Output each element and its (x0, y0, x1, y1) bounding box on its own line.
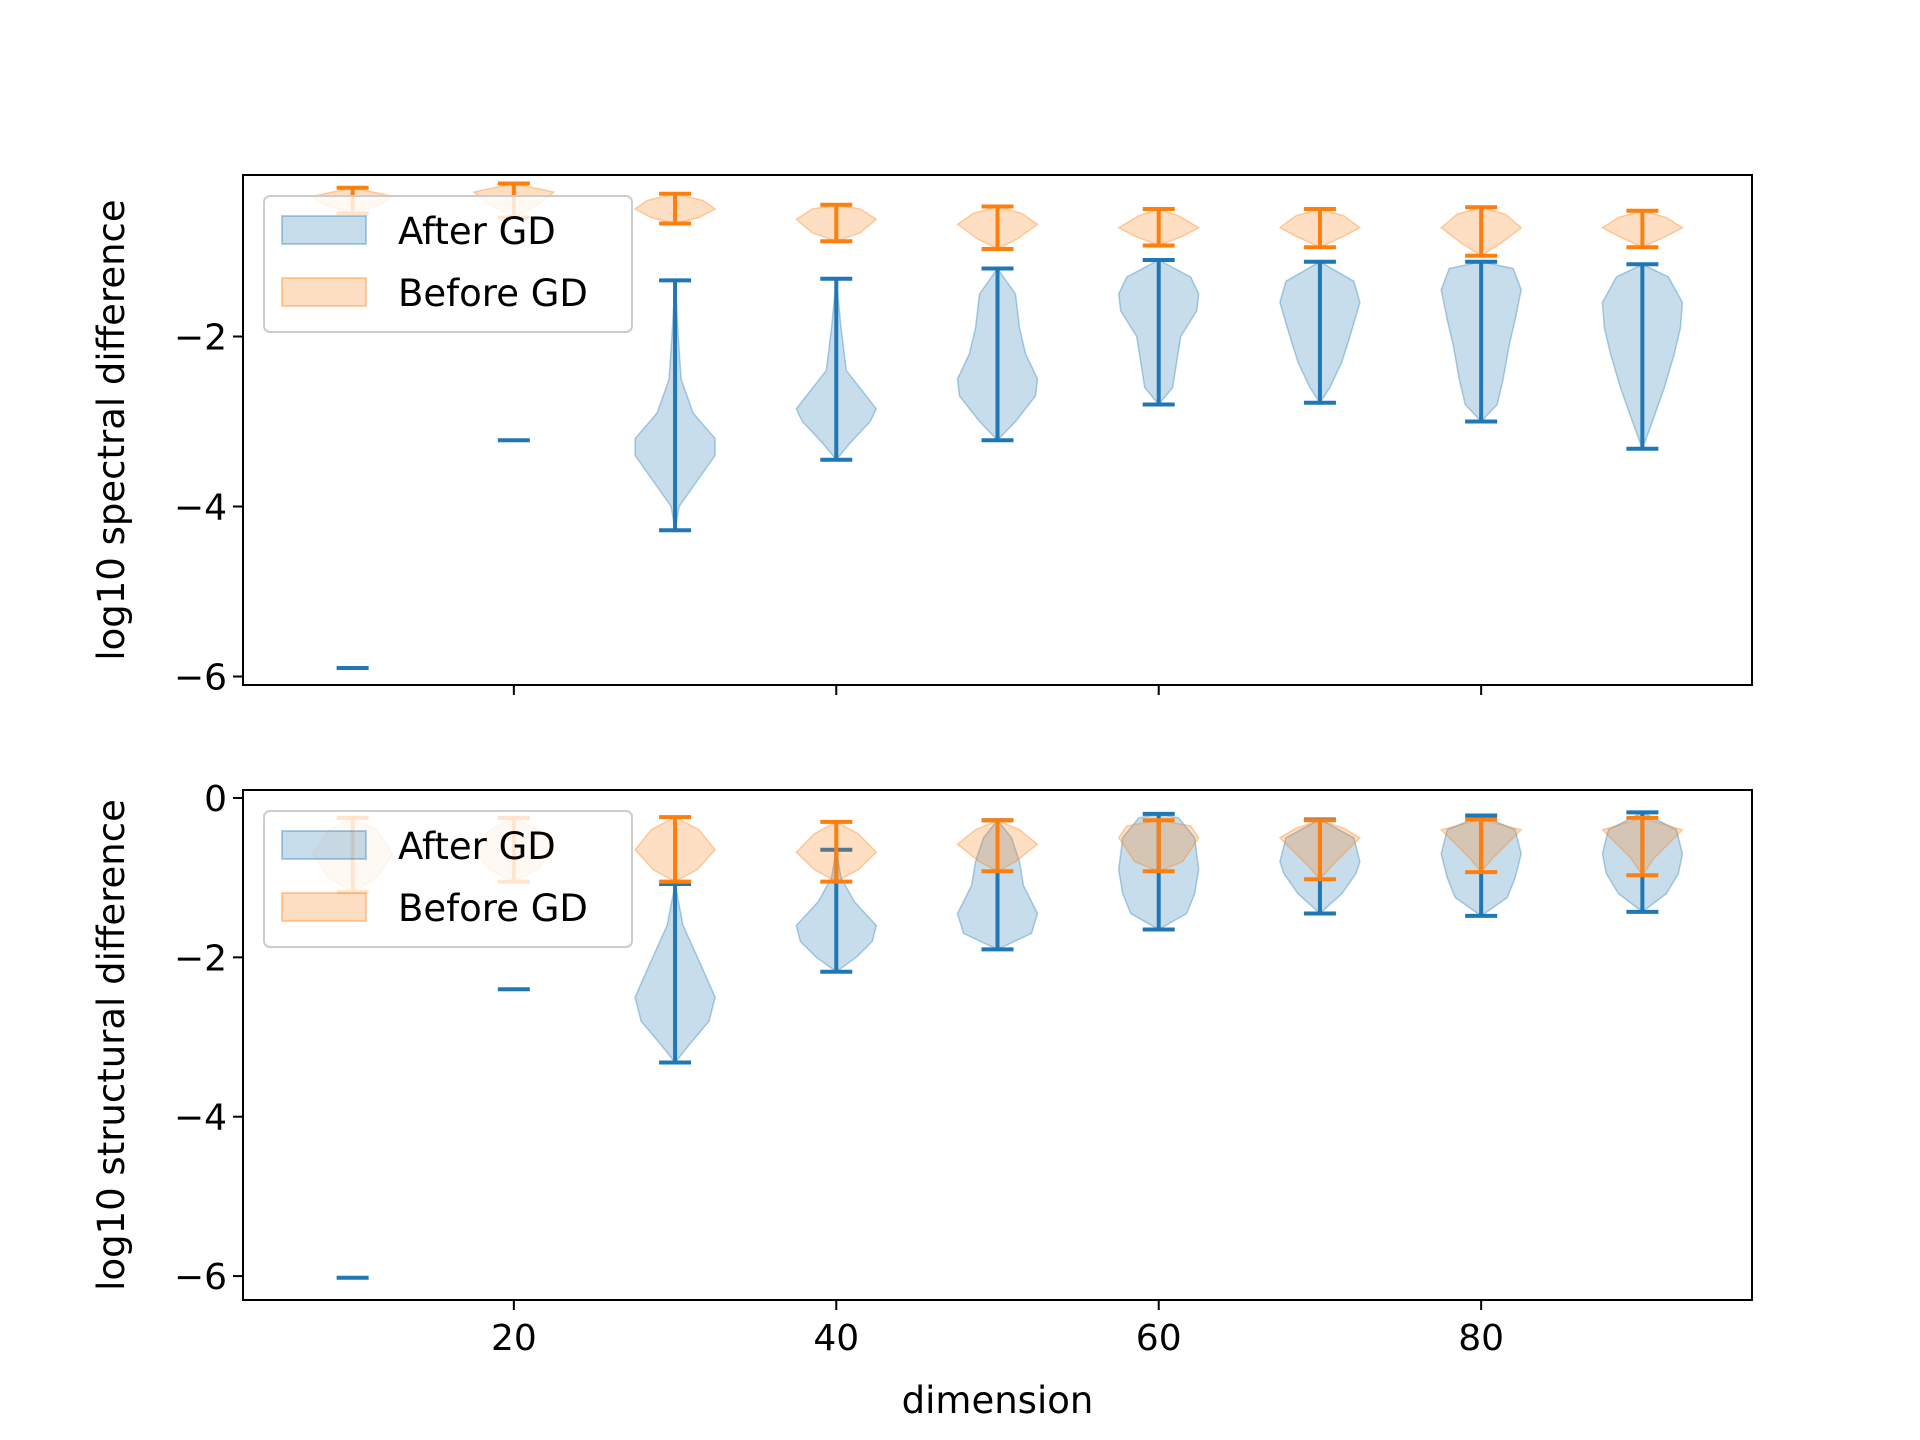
plot-area (310, 181, 1684, 670)
legend-label: After GD (398, 825, 556, 868)
y-tick-label: 0 (204, 779, 227, 820)
legend-swatch (281, 277, 367, 307)
y-tick-label: −4 (174, 488, 227, 529)
axes-frame (242, 789, 1753, 1301)
legend-label: Before GD (398, 887, 588, 930)
y-tick-label: −4 (174, 1098, 227, 1139)
legend: After GD Before GD (263, 810, 633, 948)
x-tick-label: 80 (1458, 1318, 1504, 1359)
x-tick-label: 20 (491, 1318, 537, 1359)
y-tick-label: −6 (174, 1257, 227, 1298)
x-tick-label: 40 (813, 1318, 859, 1359)
structural-difference-panel: 0 −2 −4 −6 20 40 60 80 log10 structural differen… (90, 779, 1753, 1422)
legend-label: Before GD (398, 272, 588, 315)
legend-swatch (281, 892, 367, 922)
series-before-gd (310, 181, 1684, 258)
legend-label: After GD (398, 210, 556, 253)
x-tick-label: 60 (1136, 1318, 1182, 1359)
x-axis-label: dimension (902, 1379, 1094, 1422)
y-axis-label: log10 spectral difference (90, 199, 133, 660)
y-tick-label: −6 (174, 658, 227, 699)
y-tick-label: −2 (174, 938, 227, 979)
legend-swatch (281, 830, 367, 860)
spectral-difference-panel: −2 −4 −6 log10 spectral difference After GD B… (90, 174, 1753, 699)
legend-swatch (281, 215, 367, 245)
legend-frame (263, 810, 633, 948)
legend-frame (263, 195, 633, 333)
series-after-gd (336, 258, 1684, 670)
legend: After GD Before GD (263, 195, 633, 333)
axes-frame (242, 174, 1753, 686)
y-axis-label: log10 structural difference (90, 799, 133, 1291)
y-tick-label: −2 (174, 318, 227, 359)
